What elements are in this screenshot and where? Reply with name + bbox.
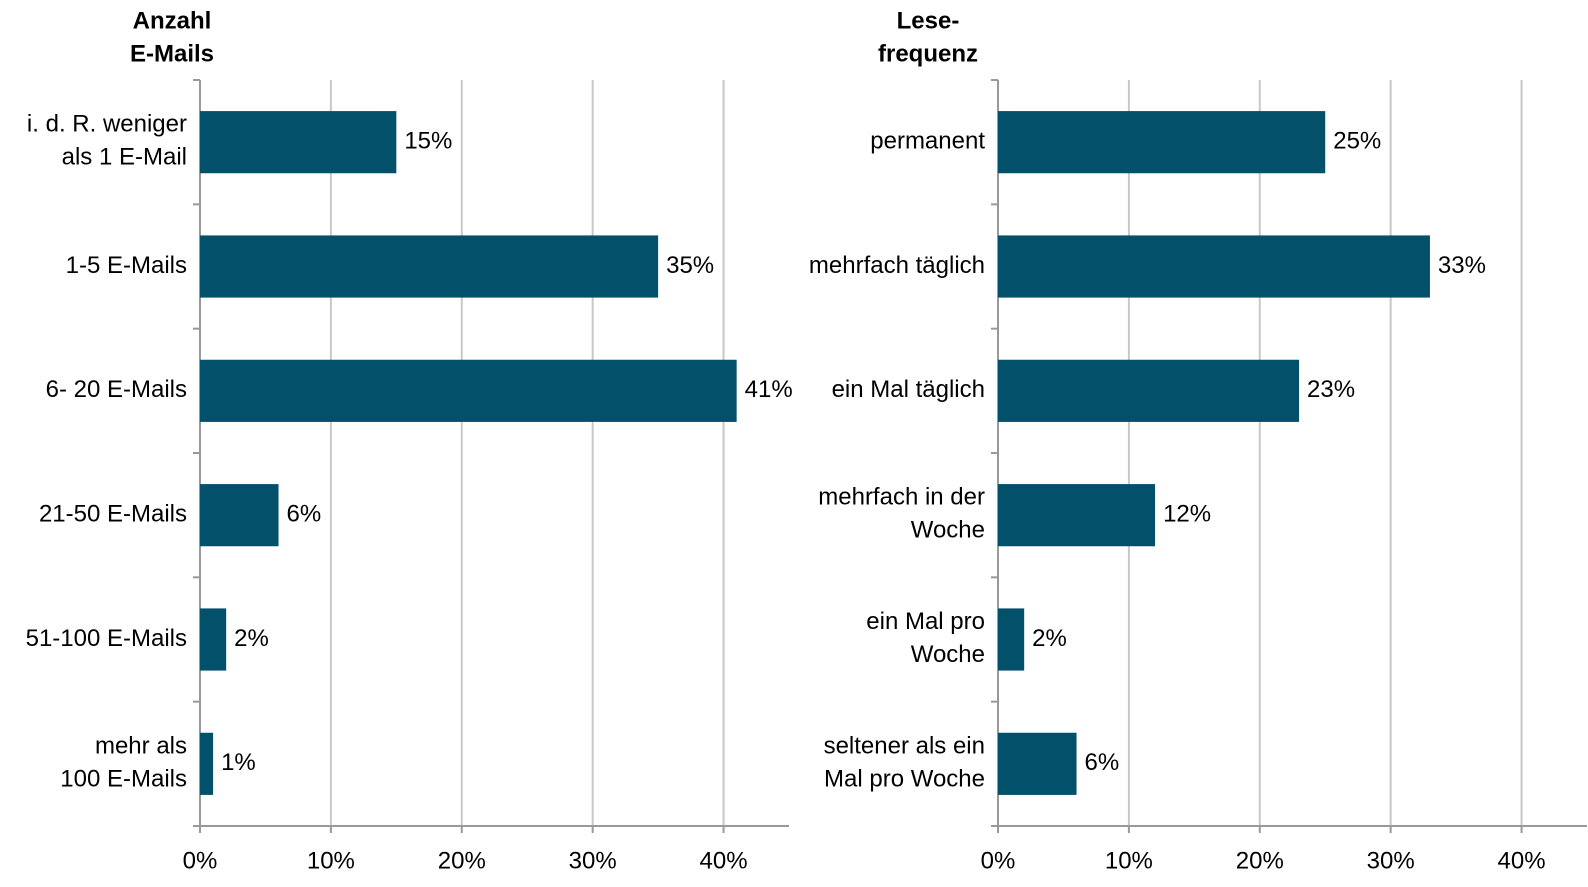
chart-title: Lese-frequenz (878, 8, 978, 68)
bar (998, 111, 1326, 174)
y-tick-label: 51-100 E-Mails (26, 625, 187, 652)
bar (200, 111, 397, 174)
data-label: 2% (234, 625, 269, 652)
bar (998, 732, 1077, 795)
x-tick-label: 30% (1367, 847, 1415, 874)
x-tick-label: 30% (569, 847, 617, 874)
bar (998, 608, 1025, 671)
data-label: 25% (1333, 128, 1381, 155)
y-tick-label: 1-5 E-Mails (66, 252, 187, 279)
bar (200, 235, 659, 298)
y-tick-label: seltener als ein Mal pro Woche (824, 733, 985, 793)
y-tick-label: i. d. R. weniger als 1 E-Mail (27, 111, 187, 171)
data-label: 41% (745, 376, 793, 403)
data-label: 2% (1032, 625, 1067, 652)
x-tick-label: 40% (700, 847, 748, 874)
bar (200, 484, 279, 547)
bar (998, 484, 1156, 547)
bar (200, 732, 214, 795)
bar (998, 359, 1300, 422)
data-label: 35% (666, 252, 714, 279)
data-label: 6% (287, 501, 322, 528)
x-tick-label: 0% (981, 847, 1016, 874)
bar (998, 235, 1430, 298)
data-label: 33% (1438, 252, 1486, 279)
bar (200, 359, 737, 422)
x-tick-label: 10% (1105, 847, 1153, 874)
chart-title: Anzahl E-Mails (130, 8, 214, 68)
y-tick-label: mehrfach in der Woche (818, 484, 985, 544)
x-tick-label: 20% (1236, 847, 1284, 874)
data-label: 1% (221, 749, 256, 776)
data-label: 12% (1163, 501, 1211, 528)
y-tick-label: 21-50 E-Mails (39, 501, 187, 528)
y-tick-label: ein Mal täglich (832, 376, 985, 403)
bar (200, 608, 227, 671)
y-tick-label: permanent (870, 128, 985, 155)
y-tick-label: mehr als 100 E-Mails (60, 733, 187, 793)
y-tick-label: 6- 20 E-Mails (46, 376, 187, 403)
y-tick-label: mehrfach täglich (809, 252, 985, 279)
data-label: 23% (1307, 376, 1355, 403)
x-tick-label: 10% (307, 847, 355, 874)
x-tick-label: 0% (183, 847, 218, 874)
data-label: 15% (404, 128, 452, 155)
data-label: 6% (1085, 749, 1120, 776)
x-tick-label: 20% (438, 847, 486, 874)
y-tick-label: ein Mal pro Woche (866, 608, 985, 668)
x-tick-label: 40% (1498, 847, 1546, 874)
